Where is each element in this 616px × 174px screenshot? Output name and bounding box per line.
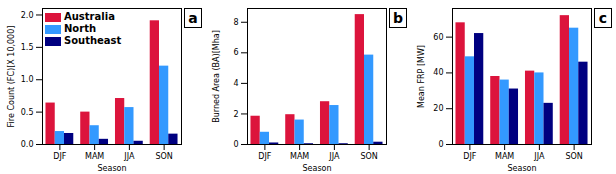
svg-text:1.5: 1.5 bbox=[21, 43, 34, 52]
svg-text:Mean FRP [MW]: Mean FRP [MW] bbox=[417, 45, 426, 108]
svg-text:1.0: 1.0 bbox=[21, 75, 34, 84]
html-text:b: b bbox=[393, 10, 403, 26]
svg-text:8: 8 bbox=[233, 18, 238, 27]
svg-text:DJF: DJF bbox=[53, 152, 67, 161]
svg-text:Season: Season bbox=[302, 164, 331, 173]
svg-text:MAM: MAM bbox=[290, 152, 309, 161]
svg-text:JJA: JJA bbox=[533, 152, 545, 161]
svg-text:JJA: JJA bbox=[328, 152, 340, 161]
html-text:North: North bbox=[64, 23, 97, 34]
svg-text:2.0: 2.0 bbox=[21, 11, 34, 20]
svg-text:SON: SON bbox=[565, 152, 582, 161]
svg-text:Burned Area (BA)[Mha]: Burned Area (BA)[Mha] bbox=[212, 30, 221, 123]
svg-text:0: 0 bbox=[438, 140, 443, 149]
svg-text:Season: Season bbox=[507, 164, 536, 173]
svg-text:0: 0 bbox=[233, 140, 238, 149]
html-text:Australia: Australia bbox=[64, 11, 115, 22]
svg-text:MAM: MAM bbox=[85, 152, 104, 161]
svg-text:0.0: 0.0 bbox=[21, 140, 34, 149]
svg-text:SON: SON bbox=[155, 152, 172, 161]
svg-text:6: 6 bbox=[233, 48, 238, 57]
svg-text:4: 4 bbox=[233, 79, 238, 88]
svg-text:20: 20 bbox=[433, 104, 443, 113]
svg-text:2: 2 bbox=[233, 109, 238, 118]
html-text:c: c bbox=[598, 10, 608, 26]
html-text:a: a bbox=[188, 10, 198, 26]
html-text:Southeast: Southeast bbox=[64, 35, 122, 46]
svg-text:JJA: JJA bbox=[123, 152, 135, 161]
svg-text:40: 40 bbox=[433, 68, 443, 77]
svg-text:0.5: 0.5 bbox=[21, 108, 34, 117]
svg-text:MAM: MAM bbox=[495, 152, 514, 161]
svg-text:Season: Season bbox=[97, 164, 126, 173]
svg-text:60: 60 bbox=[433, 33, 443, 42]
svg-text:Fire Count (FC)[X 10,000]: Fire Count (FC)[X 10,000] bbox=[7, 26, 16, 128]
svg-text:DJF: DJF bbox=[463, 152, 477, 161]
svg-text:DJF: DJF bbox=[258, 152, 272, 161]
svg-text:SON: SON bbox=[360, 152, 377, 161]
